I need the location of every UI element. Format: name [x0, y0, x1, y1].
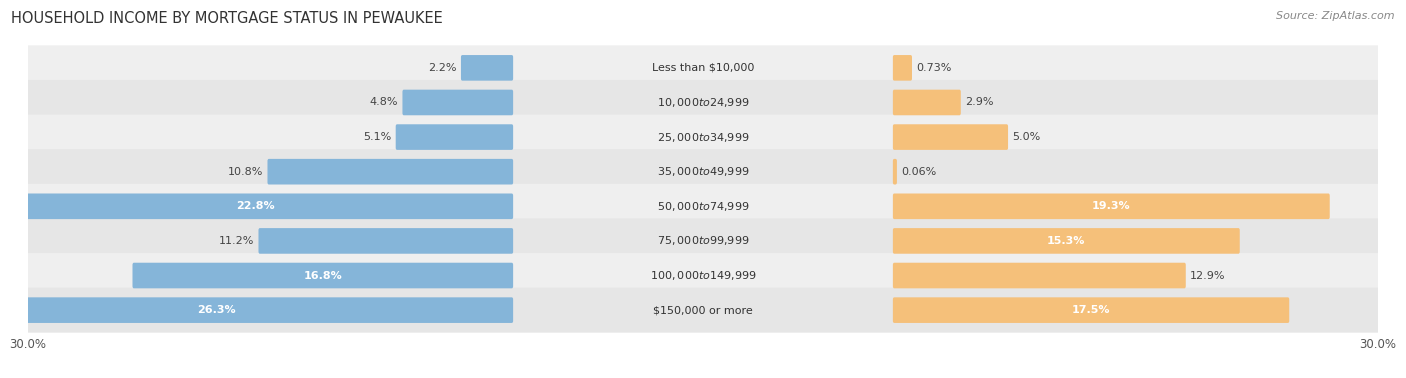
FancyBboxPatch shape — [18, 253, 1388, 298]
FancyBboxPatch shape — [893, 159, 897, 184]
Text: $25,000 to $34,999: $25,000 to $34,999 — [657, 130, 749, 144]
FancyBboxPatch shape — [18, 149, 1388, 194]
FancyBboxPatch shape — [0, 194, 513, 219]
FancyBboxPatch shape — [18, 80, 1388, 125]
Text: 2.9%: 2.9% — [965, 98, 994, 107]
Text: 0.73%: 0.73% — [917, 63, 952, 73]
Text: Less than $10,000: Less than $10,000 — [652, 63, 754, 73]
FancyBboxPatch shape — [893, 297, 1289, 323]
Text: 11.2%: 11.2% — [219, 236, 254, 246]
Text: Source: ZipAtlas.com: Source: ZipAtlas.com — [1277, 11, 1395, 21]
Text: $10,000 to $24,999: $10,000 to $24,999 — [657, 96, 749, 109]
FancyBboxPatch shape — [18, 288, 1388, 333]
FancyBboxPatch shape — [0, 297, 513, 323]
FancyBboxPatch shape — [893, 124, 1008, 150]
FancyBboxPatch shape — [267, 159, 513, 184]
Text: HOUSEHOLD INCOME BY MORTGAGE STATUS IN PEWAUKEE: HOUSEHOLD INCOME BY MORTGAGE STATUS IN P… — [11, 11, 443, 26]
FancyBboxPatch shape — [18, 218, 1388, 263]
Text: $100,000 to $149,999: $100,000 to $149,999 — [650, 269, 756, 282]
Text: 17.5%: 17.5% — [1071, 305, 1111, 315]
Text: 5.1%: 5.1% — [363, 132, 391, 142]
FancyBboxPatch shape — [18, 45, 1388, 90]
FancyBboxPatch shape — [395, 124, 513, 150]
Text: 4.8%: 4.8% — [370, 98, 398, 107]
Text: $35,000 to $49,999: $35,000 to $49,999 — [657, 165, 749, 178]
FancyBboxPatch shape — [18, 115, 1388, 160]
FancyBboxPatch shape — [893, 228, 1240, 254]
Text: 22.8%: 22.8% — [236, 201, 274, 211]
Text: 12.9%: 12.9% — [1189, 271, 1226, 280]
Text: 16.8%: 16.8% — [304, 271, 342, 280]
FancyBboxPatch shape — [893, 55, 912, 81]
Text: 10.8%: 10.8% — [228, 167, 263, 177]
FancyBboxPatch shape — [893, 263, 1185, 288]
FancyBboxPatch shape — [132, 263, 513, 288]
Text: 19.3%: 19.3% — [1092, 201, 1130, 211]
FancyBboxPatch shape — [893, 194, 1330, 219]
Text: 26.3%: 26.3% — [197, 305, 235, 315]
Text: 15.3%: 15.3% — [1047, 236, 1085, 246]
FancyBboxPatch shape — [402, 90, 513, 115]
Text: $50,000 to $74,999: $50,000 to $74,999 — [657, 200, 749, 213]
FancyBboxPatch shape — [461, 55, 513, 81]
FancyBboxPatch shape — [259, 228, 513, 254]
FancyBboxPatch shape — [893, 90, 960, 115]
Text: $150,000 or more: $150,000 or more — [654, 305, 752, 315]
Text: 2.2%: 2.2% — [429, 63, 457, 73]
Text: $75,000 to $99,999: $75,000 to $99,999 — [657, 234, 749, 248]
FancyBboxPatch shape — [18, 184, 1388, 229]
Text: 0.06%: 0.06% — [901, 167, 936, 177]
Text: 5.0%: 5.0% — [1012, 132, 1040, 142]
